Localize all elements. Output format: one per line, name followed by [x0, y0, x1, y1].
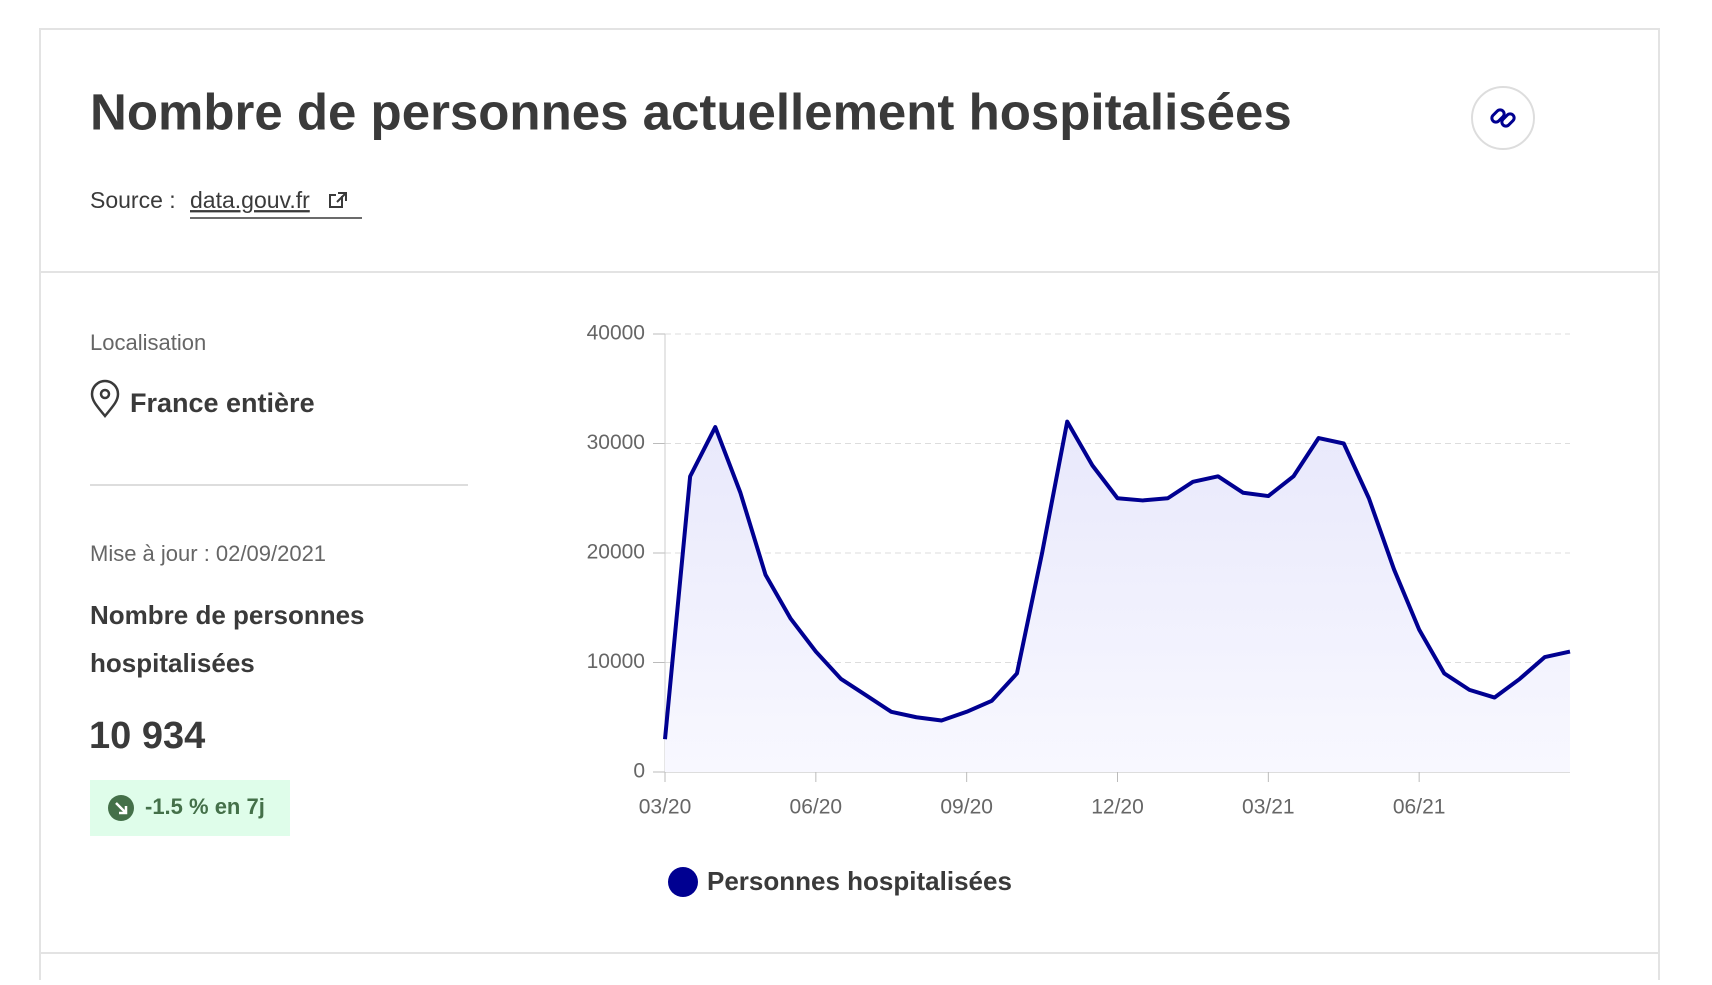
x-tick-label: 03/20 [639, 796, 692, 819]
pin-icon [90, 379, 120, 418]
trend: -1.5 % en 7j [145, 794, 265, 819]
indicator: Nombre de personnes [90, 600, 365, 630]
line [663, 419, 1571, 740]
card [39, 28, 1660, 985]
x-tick-label: 09/20 [940, 796, 993, 819]
value: 10 934 [89, 715, 205, 757]
location-label: Localisation [90, 330, 206, 355]
x-tick-label: 06/20 [790, 796, 843, 819]
y-tick-label: 0 [633, 760, 645, 783]
legend-label: Personnes hospitalisées [707, 866, 1012, 896]
legend-swatch [668, 867, 698, 897]
area [665, 421, 1570, 772]
external-icon [329, 192, 347, 208]
x-tick-label: 03/21 [1242, 796, 1295, 819]
link-icon [1490, 108, 1516, 128]
y-tick-label: 20000 [587, 541, 645, 564]
title: Nombre de personnes actuellement hospita… [90, 83, 1292, 140]
pin-dot [99, 388, 111, 400]
location: France entière [130, 388, 315, 418]
indicator: hospitalisées [90, 648, 255, 678]
y-tick-label: 30000 [587, 431, 645, 454]
x-tick-label: 06/21 [1393, 796, 1446, 819]
source-label: Source : [90, 187, 176, 213]
trend-arrow [115, 802, 128, 815]
updated: Mise à jour : 02/09/2021 [90, 541, 326, 566]
y-tick-label: 40000 [587, 322, 645, 345]
x-tick-label: 12/20 [1091, 796, 1144, 819]
source-link[interactable]: data.gouv.fr [190, 187, 310, 213]
y-tick-label: 10000 [587, 650, 645, 673]
